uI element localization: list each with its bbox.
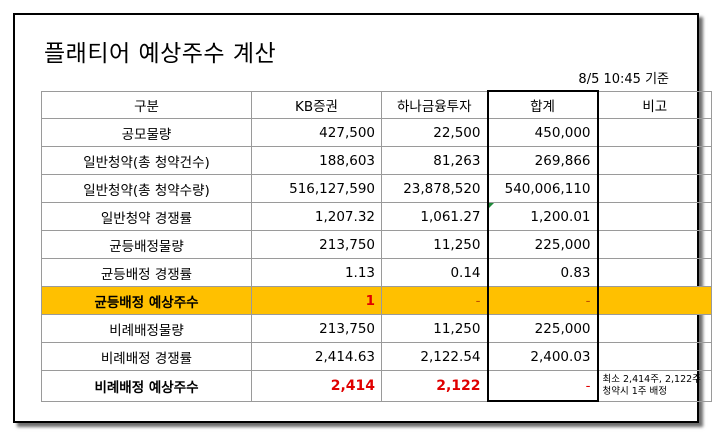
col-header-total[interactable]: 합계 (486, 90, 599, 119)
table-row: 일반청약(총 청약수량) 516,127,590 23,878,520 540,… (41, 174, 712, 203)
cell-note[interactable] (597, 174, 712, 203)
table-row: 균등배정물량 213,750 11,250 225,000 (41, 230, 712, 259)
cell-hana[interactable]: 2,122.54 (381, 342, 488, 371)
cell-total[interactable]: 225,000 (486, 314, 599, 343)
cell-kb[interactable]: 427,500 (251, 118, 382, 147)
cell-hana[interactable]: 81,263 (381, 146, 488, 175)
cell-kb[interactable]: 1,207.32 (251, 202, 382, 231)
cell-note[interactable] (597, 314, 712, 343)
row-label[interactable]: 일반청약(총 청약수량) (41, 174, 252, 203)
cell-kb[interactable]: 2,414 (251, 370, 382, 402)
table-row-highlighted: 균등배정 예상주수 1 - - (41, 286, 712, 315)
table-row: 비례배정물량 213,750 11,250 225,000 (41, 314, 712, 343)
cell-kb[interactable]: 2,414.63 (251, 342, 382, 371)
cell-hana[interactable]: 0.14 (381, 258, 488, 287)
cell-note[interactable] (597, 286, 712, 315)
row-label[interactable]: 비례배정 예상주수 (41, 370, 252, 402)
cell-hana[interactable]: 2,122 (381, 370, 488, 402)
table-row-final: 비례배정 예상주수 2,414 2,122 - 최소 2,414주, 2,122… (41, 370, 712, 402)
allocation-table: 구분 KB증권 하나금융투자 합계 비고 공모물량 427,500 22,500… (41, 90, 712, 402)
row-label[interactable]: 일반청약 경쟁률 (41, 202, 252, 231)
header-row: 구분 KB증권 하나금융투자 합계 비고 (41, 90, 712, 119)
cell-note[interactable] (597, 202, 712, 231)
cell-kb[interactable]: 213,750 (251, 314, 382, 343)
cell-hana[interactable]: 1,061.27 (381, 202, 488, 231)
row-label[interactable]: 비례배정물량 (41, 314, 252, 343)
cell-kb[interactable]: 213,750 (251, 230, 382, 259)
table-row: 비례배정 경쟁률 2,414.63 2,122.54 2,400.03 (41, 342, 712, 371)
table-row: 일반청약(총 청약건수) 188,603 81,263 269,866 (41, 146, 712, 175)
cell-note[interactable] (597, 230, 712, 259)
cell-hana[interactable]: - (381, 286, 488, 315)
row-label[interactable]: 균등배정 경쟁률 (41, 258, 252, 287)
table-row: 균등배정 경쟁률 1.13 0.14 0.83 (41, 258, 712, 287)
cell-total[interactable]: - (486, 286, 599, 315)
row-label[interactable]: 균등배정 예상주수 (41, 286, 252, 315)
row-label[interactable]: 비례배정 경쟁률 (41, 342, 252, 371)
col-header-note[interactable]: 비고 (597, 90, 712, 119)
cell-total[interactable]: 450,000 (486, 118, 599, 147)
table-row: 공모물량 427,500 22,500 450,000 (41, 118, 712, 147)
row-label[interactable]: 균등배정물량 (41, 230, 252, 259)
cell-kb[interactable]: 1.13 (251, 258, 382, 287)
cell-total[interactable]: - (486, 370, 599, 402)
row-label[interactable]: 일반청약(총 청약건수) (41, 146, 252, 175)
cell-hana[interactable]: 22,500 (381, 118, 488, 147)
cell-total[interactable]: 269,866 (486, 146, 599, 175)
cell-total[interactable]: 0.83 (486, 258, 599, 287)
cell-kb[interactable]: 1 (251, 286, 382, 315)
cell-note[interactable]: 최소 2,414주, 2,122주 청약시 1주 배정 (597, 370, 712, 402)
col-header-category[interactable]: 구분 (41, 90, 252, 119)
cell-total[interactable]: 540,006,110 (486, 174, 599, 203)
cell-note[interactable] (597, 342, 712, 371)
cell-hana[interactable]: 23,878,520 (381, 174, 488, 203)
col-header-hana[interactable]: 하나금융투자 (381, 90, 488, 119)
col-header-kb[interactable]: KB증권 (251, 90, 382, 119)
page-title: 플래티어 예상주수 계산 (44, 41, 277, 67)
cell-hana[interactable]: 11,250 (381, 230, 488, 259)
cell-kb[interactable]: 516,127,590 (251, 174, 382, 203)
cell-kb[interactable]: 188,603 (251, 146, 382, 175)
cell-hana[interactable]: 11,250 (381, 314, 488, 343)
cell-note[interactable] (597, 146, 712, 175)
cell-note[interactable] (597, 258, 712, 287)
cell-total[interactable]: 1,200.01 (486, 202, 599, 231)
row-label[interactable]: 공모물량 (41, 118, 252, 147)
cell-note[interactable] (597, 118, 712, 147)
cell-total[interactable]: 225,000 (486, 230, 599, 259)
as-of-timestamp: 8/5 10:45 기준 (578, 72, 669, 87)
table-row: 일반청약 경쟁률 1,207.32 1,061.27 1,200.01 (41, 202, 712, 231)
cell-total[interactable]: 2,400.03 (486, 342, 599, 371)
